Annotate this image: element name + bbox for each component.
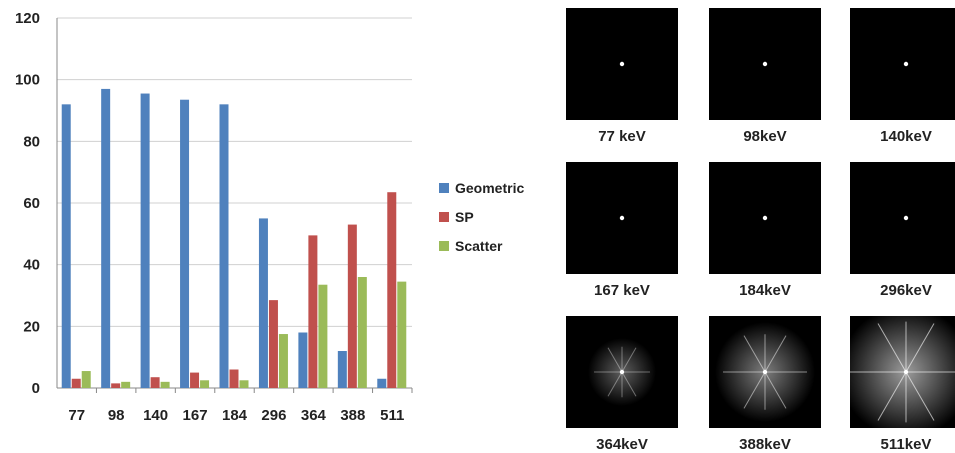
psf-image-label: 388keV (739, 436, 791, 453)
psf-spot-image (588, 338, 656, 406)
psf-image-tile (709, 162, 821, 274)
x-tick-label: 184 (222, 407, 248, 424)
x-tick-label: 167 (183, 407, 208, 424)
y-axis-ticks: 0 20 40 60 80 100 120 (15, 10, 40, 397)
psf-image-tile (566, 8, 678, 120)
bar-scatter-388 (357, 277, 367, 388)
bar-geometric-184 (219, 104, 229, 388)
legend-swatch-sp (439, 212, 449, 222)
bar-geometric-77 (61, 104, 71, 388)
bar-scatter-364 (318, 284, 328, 388)
bar-geometric-167 (180, 99, 190, 388)
psf-image-tile (566, 162, 678, 274)
psf-spot-image (762, 215, 768, 221)
psf-spot-image (903, 61, 909, 67)
psf-spot-image (619, 61, 625, 67)
bar-scatter-167 (200, 380, 210, 388)
x-tick-label: 296 (261, 407, 286, 424)
y-tick-label: 120 (15, 10, 40, 27)
grid-lines (56, 17, 412, 389)
psf-spot-image (619, 215, 625, 221)
x-tick-label: 98 (108, 407, 125, 424)
bars (61, 88, 407, 389)
bar-sp-511 (387, 192, 397, 388)
bar-scatter-511 (397, 281, 407, 388)
psf-image-tile (709, 8, 821, 120)
psf-image-tile (850, 316, 955, 428)
psf-spot-image (903, 215, 909, 221)
legend: Geometric SP Scatter (439, 180, 524, 254)
x-tick-label: 364 (301, 407, 327, 424)
bar-geometric-388 (337, 351, 347, 388)
y-tick-label: 80 (23, 133, 40, 150)
bar-scatter-98 (121, 381, 131, 388)
bar-geometric-511 (377, 378, 387, 388)
bar-geometric-140 (140, 93, 150, 389)
psf-image-label: 98keV (743, 128, 787, 145)
psf-image-label: 184keV (739, 282, 791, 299)
psf-image-label: 511keV (880, 436, 932, 453)
psf-spot-image (850, 316, 955, 428)
x-axis-ticks: 77 98 140 167 184 296 364 388 511 (68, 388, 413, 424)
psf-image-label: 77 keV (598, 128, 646, 145)
y-tick-label: 0 (32, 380, 40, 397)
y-tick-label: 20 (23, 318, 40, 335)
legend-label-geometric: Geometric (455, 180, 524, 196)
bar-sp-140 (150, 377, 160, 388)
bar-sp-98 (111, 383, 121, 388)
psf-spot-image (762, 61, 768, 67)
psf-image-label: 296keV (880, 282, 932, 299)
x-tick-label: 511 (380, 407, 404, 424)
psf-image-label: 167 keV (594, 282, 650, 299)
bar-scatter-140 (160, 381, 170, 388)
bar-sp-296 (268, 300, 278, 388)
psf-image-tile (850, 8, 955, 120)
psf-spot-image (715, 322, 815, 422)
bar-sp-167 (190, 372, 200, 388)
bar-sp-77 (71, 378, 81, 388)
y-tick-label: 40 (23, 257, 40, 274)
bar-geometric-98 (101, 88, 111, 389)
x-tick-label: 388 (340, 407, 365, 424)
bar-sp-388 (347, 224, 357, 388)
bar-sp-364 (308, 235, 318, 388)
bar-chart: 0 20 40 60 80 100 120 77 98 140 167 184 296 364 388 51… (15, 10, 524, 424)
y-tick-label: 60 (23, 195, 40, 212)
psf-image-label: 364keV (596, 436, 648, 453)
psf-image-tile (850, 162, 955, 274)
x-tick-label: 140 (143, 407, 168, 424)
legend-swatch-geometric (439, 183, 449, 193)
bar-sp-184 (229, 369, 239, 388)
bar-scatter-296 (278, 334, 288, 388)
legend-swatch-scatter (439, 241, 449, 251)
bar-scatter-184 (239, 380, 249, 388)
legend-label-scatter: Scatter (455, 238, 503, 254)
bar-geometric-296 (258, 218, 268, 388)
psf-image-label: 140keV (880, 128, 932, 145)
legend-label-sp: SP (455, 209, 474, 225)
bar-geometric-364 (298, 332, 308, 388)
y-tick-label: 100 (15, 72, 40, 89)
psf-image-tile (709, 316, 821, 428)
bar-scatter-77 (81, 371, 91, 388)
x-tick-label: 77 (68, 407, 85, 424)
psf-image-tile (566, 316, 678, 428)
